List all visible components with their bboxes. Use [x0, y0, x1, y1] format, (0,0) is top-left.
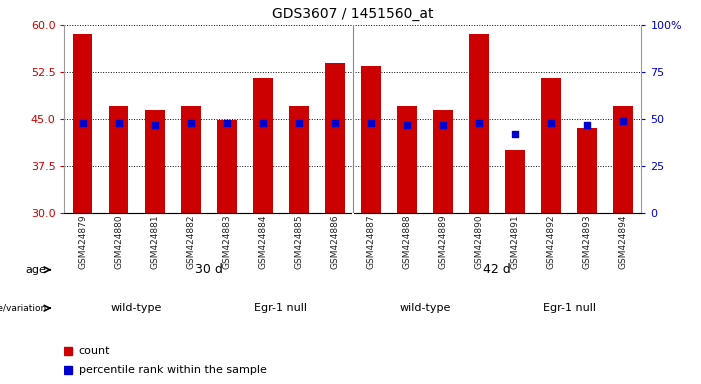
Point	[257, 120, 268, 126]
Bar	[578, 128, 597, 213]
Bar	[181, 106, 200, 213]
Text: 30 d: 30 d	[195, 263, 223, 276]
Bar	[433, 110, 453, 213]
Text: 42 d: 42 d	[483, 263, 511, 276]
Point	[77, 120, 88, 126]
Bar	[505, 151, 525, 213]
Bar	[541, 78, 562, 213]
Point	[185, 120, 196, 126]
Bar	[397, 106, 417, 213]
Text: wild-type: wild-type	[111, 303, 163, 313]
Point	[437, 122, 449, 128]
Text: age: age	[25, 265, 46, 275]
Bar	[361, 66, 381, 213]
Point	[365, 120, 376, 126]
Point	[113, 120, 124, 126]
Text: genotype/variation: genotype/variation	[0, 304, 46, 313]
Text: Egr-1 null: Egr-1 null	[543, 303, 596, 313]
Point	[402, 122, 413, 128]
Bar	[289, 106, 308, 213]
Point	[582, 122, 593, 128]
Bar	[469, 34, 489, 213]
Bar	[144, 110, 165, 213]
Text: Egr-1 null: Egr-1 null	[254, 303, 307, 313]
Point	[329, 120, 341, 126]
Text: percentile rank within the sample: percentile rank within the sample	[79, 365, 266, 375]
Bar	[217, 120, 237, 213]
Bar	[325, 63, 345, 213]
Point	[293, 120, 304, 126]
Point	[510, 131, 521, 137]
Point	[618, 118, 629, 124]
Bar	[613, 106, 633, 213]
Bar	[73, 34, 93, 213]
Text: wild-type: wild-type	[400, 303, 451, 313]
Title: GDS3607 / 1451560_at: GDS3607 / 1451560_at	[272, 7, 434, 21]
Bar	[109, 106, 128, 213]
Bar	[253, 78, 273, 213]
Text: count: count	[79, 346, 110, 356]
Point	[545, 120, 557, 126]
Point	[221, 120, 232, 126]
Point	[149, 122, 161, 128]
Point	[474, 120, 485, 126]
